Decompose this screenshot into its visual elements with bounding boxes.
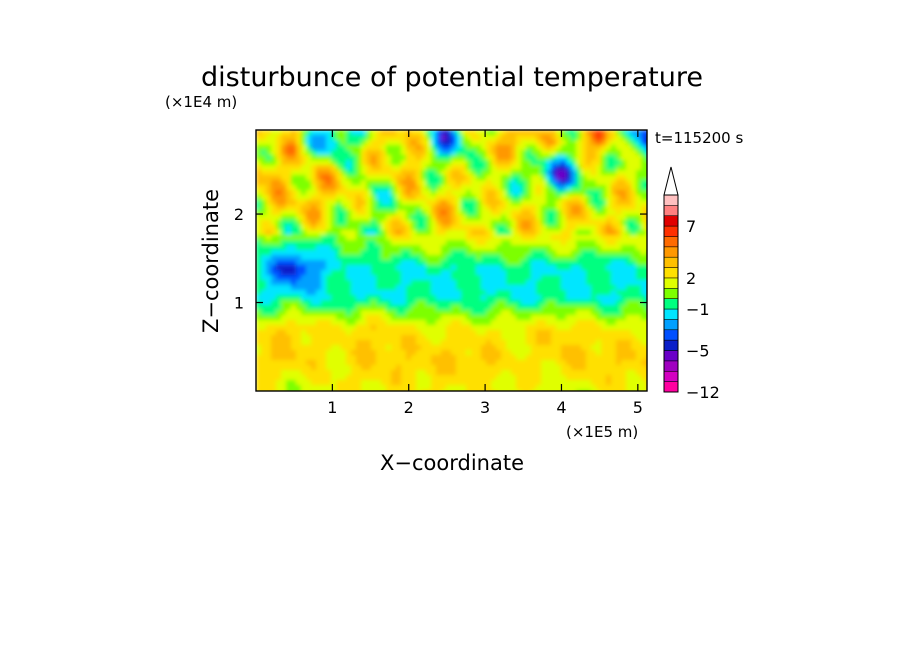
y-tick-label: 1 xyxy=(234,294,244,313)
x-unit-label: (×1E5 m) xyxy=(566,423,638,441)
colorbar-segment xyxy=(664,257,678,268)
colorbar-segment xyxy=(664,195,678,206)
colorbar-label: −5 xyxy=(686,342,710,361)
x-tick-label: 5 xyxy=(633,398,643,417)
colorbar-segment xyxy=(664,350,678,362)
colorbar-segment xyxy=(664,288,678,299)
y-tick-label: 2 xyxy=(234,205,244,224)
colorbar-segment xyxy=(664,329,678,341)
colorbar-segment xyxy=(664,360,678,372)
colorbar-segment xyxy=(664,319,678,331)
chart-title: disturbunce of potential temperature xyxy=(201,62,703,93)
colorbar-label: −1 xyxy=(686,300,710,319)
colorbar-segment xyxy=(664,340,678,351)
colorbar-segment xyxy=(664,246,678,258)
colorbar-segment xyxy=(664,371,678,382)
colorbar-frame xyxy=(663,194,679,393)
plot-frame xyxy=(255,129,648,392)
x-tick-label: 3 xyxy=(480,398,490,417)
colorbar: 7 2 −1 −5 −12 xyxy=(663,166,720,402)
colorbar-segment xyxy=(664,215,678,227)
axis-ticks: 1 2 3 4 5 1 2 xyxy=(234,130,647,417)
colorbar-segment xyxy=(664,277,678,289)
x-tick-label: 4 xyxy=(556,398,566,417)
temperature-field xyxy=(256,130,647,391)
y-axis-label: Z−coordinate xyxy=(199,189,223,333)
colorbar-label: −12 xyxy=(686,383,720,402)
colorbar-segment xyxy=(664,381,678,393)
colorbar-segment xyxy=(664,205,678,217)
x-axis-label: X−coordinate xyxy=(380,451,524,475)
x-tick-label: 2 xyxy=(404,398,414,417)
y-unit-label: (×1E4 m) xyxy=(165,93,237,111)
colorbar-segment xyxy=(664,226,678,237)
colorbar-segment xyxy=(664,267,678,279)
colorbar-segment xyxy=(664,309,678,320)
colorbar-label: 2 xyxy=(686,269,696,288)
x-tick-label: 1 xyxy=(327,398,337,417)
colorbar-extend-arrow xyxy=(663,166,679,196)
time-label: t=115200 s xyxy=(655,129,743,147)
colorbar-segment xyxy=(664,298,678,310)
colorbar-label: 7 xyxy=(686,217,696,236)
colorbar-segment xyxy=(664,236,678,248)
